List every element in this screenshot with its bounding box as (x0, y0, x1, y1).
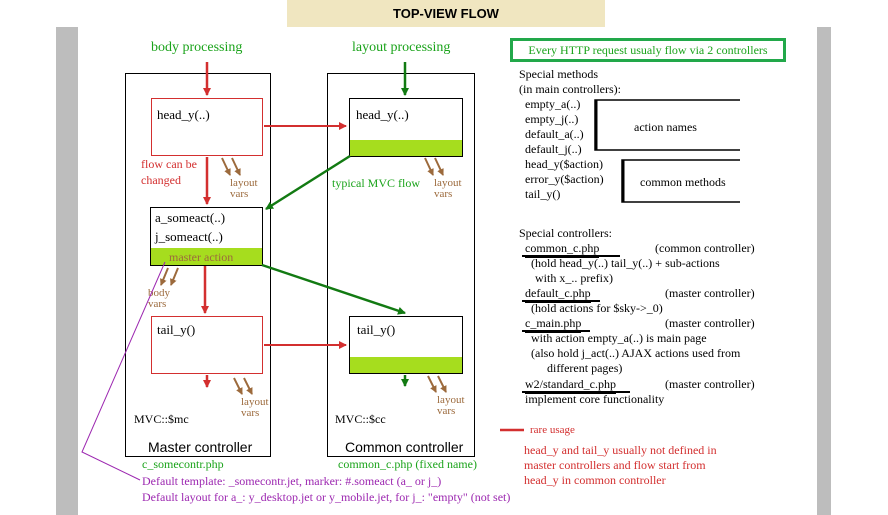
common-methods-bracket (622, 160, 740, 202)
arrow-action-to-common-tail (262, 265, 405, 313)
var-arrow-c2b (438, 376, 446, 392)
var-arrow-m3b (244, 378, 252, 394)
var-arrow-m3a (234, 378, 242, 394)
arrow-common-head-to-action (266, 156, 350, 209)
var-arrow-m1a (222, 158, 230, 175)
var-arrow-c2a (428, 376, 436, 392)
var-arrow-m1b (232, 158, 240, 175)
var-arrow-c1b (435, 158, 443, 175)
template-pointer (82, 262, 165, 480)
action-names-bracket (595, 100, 740, 150)
var-arrow-m2a (161, 268, 168, 285)
var-arrow-c1a (425, 158, 433, 175)
var-arrow-m2b (171, 268, 178, 285)
